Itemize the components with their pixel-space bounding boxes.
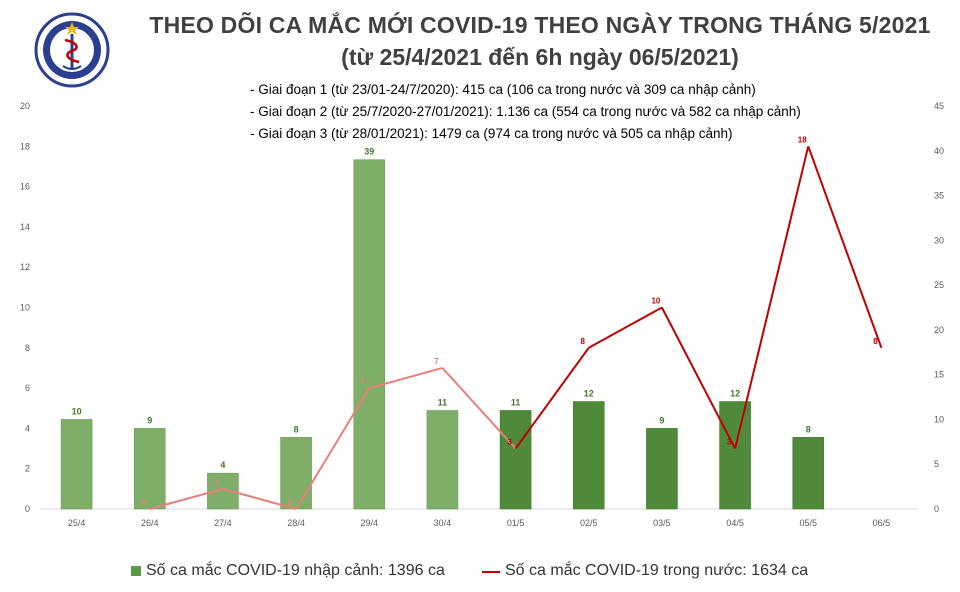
y-left-tick-label: 12 xyxy=(20,262,30,272)
y-left-tick-label: 2 xyxy=(25,464,30,474)
bar xyxy=(353,159,386,510)
y-left-tick-label: 20 xyxy=(20,101,30,111)
line-segment xyxy=(222,487,297,510)
line-segment xyxy=(368,366,443,390)
line-data-label: 10 xyxy=(651,297,660,306)
bar-data-label: 12 xyxy=(584,389,594,399)
line-data-label: 6 xyxy=(361,377,366,386)
note-phase-3: - Giai đoạn 3 (từ 28/01/2021): 1479 ca (… xyxy=(250,126,733,141)
y-right-axis: 0 5 10 15 20 25 30 35 40 45 xyxy=(934,101,944,514)
line-data-label: 18 xyxy=(798,135,807,144)
y-left-tick-label: 6 xyxy=(25,383,30,393)
bar xyxy=(719,401,751,510)
bar-data-label: 10 xyxy=(72,406,82,416)
legend-bar-swatch xyxy=(131,566,141,576)
line-data-label: 3 xyxy=(507,438,512,447)
bar-data-label: 9 xyxy=(147,415,152,425)
line-data-label: 7 xyxy=(434,357,439,366)
y-right-tick-label: 20 xyxy=(934,325,944,335)
line-segment xyxy=(588,306,663,349)
line-data-label: 8 xyxy=(873,337,878,346)
bar xyxy=(60,419,93,510)
x-tick-label: 30/4 xyxy=(434,518,452,528)
line-data-label: 0 xyxy=(142,498,147,507)
bar xyxy=(280,437,312,510)
y-right-tick-label: 45 xyxy=(934,101,944,111)
bar-data-label: 39 xyxy=(364,147,374,157)
bar-data-label: 9 xyxy=(659,415,664,425)
y-right-tick-label: 0 xyxy=(934,504,939,514)
legend-line-swatch xyxy=(482,571,500,573)
x-tick-label: 28/4 xyxy=(287,518,305,528)
note-phase-2: - Giai đoạn 2 (từ 25/7/2020-27/01/2021):… xyxy=(250,104,801,119)
x-tick-label: 26/4 xyxy=(141,518,159,528)
line-data-label: 1 xyxy=(215,478,220,487)
y-right-tick-label: 35 xyxy=(934,191,944,201)
bar xyxy=(133,428,166,510)
line-data-label: 3 xyxy=(727,438,732,447)
bar xyxy=(792,437,825,510)
y-left-tick-label: 0 xyxy=(25,504,30,514)
line-data-label: 8 xyxy=(581,337,586,346)
bar-data-label: 11 xyxy=(511,397,521,407)
y-right-tick-label: 10 xyxy=(934,414,944,424)
y-right-tick-label: 40 xyxy=(934,146,944,156)
y-right-tick-label: 5 xyxy=(934,459,939,469)
x-tick-label: 06/5 xyxy=(873,518,891,528)
line-data-label: 0 xyxy=(288,498,293,507)
y-right-tick-label: 15 xyxy=(934,370,944,380)
x-tick-label: 05/5 xyxy=(799,518,817,528)
y-left-tick-label: 14 xyxy=(20,222,30,232)
x-tick-label: 01/5 xyxy=(507,518,525,528)
bar xyxy=(572,401,605,510)
bar-data-label: 8 xyxy=(806,424,811,434)
line-segment xyxy=(514,347,590,450)
bar-data-label: 4 xyxy=(220,460,225,470)
y-left-axis: 0 2 4 6 8 10 12 14 16 18 20 xyxy=(20,101,30,514)
bar xyxy=(646,428,678,510)
chart-title: THEO DÕI CA MẮC MỚI COVID-19 THEO NGÀY T… xyxy=(149,12,931,38)
x-tick-label: 29/4 xyxy=(360,518,378,528)
x-tick-label: 25/4 xyxy=(68,518,86,528)
note-phase-1: - Giai đoạn 1 (từ 23/01-24/7/2020): 415 … xyxy=(250,82,756,97)
y-left-tick-label: 16 xyxy=(20,182,30,192)
x-tick-label: 03/5 xyxy=(653,518,671,528)
bar-data-label: 12 xyxy=(730,389,740,399)
bar-data-label: 11 xyxy=(438,397,448,407)
bar xyxy=(426,410,459,510)
legend-line-label: Số ca mắc COVID-19 trong nước: 1634 ca xyxy=(505,562,809,579)
y-left-tick-label: 10 xyxy=(20,303,30,313)
bar-data-label: 8 xyxy=(294,424,299,434)
line-segment xyxy=(661,307,736,450)
line-segment xyxy=(441,367,517,450)
legend-bar-label: Số ca mắc COVID-19 nhập cảnh: 1396 ca xyxy=(146,562,445,579)
x-tick-label: 02/5 xyxy=(580,518,598,528)
line-segment xyxy=(295,387,371,510)
bar xyxy=(499,410,532,510)
x-tick-label: 27/4 xyxy=(214,518,232,528)
y-left-tick-label: 18 xyxy=(20,141,30,151)
y-right-tick-label: 25 xyxy=(934,280,944,290)
line-segment xyxy=(807,145,883,349)
x-axis: 25/4 26/4 27/4 28/4 29/4 30/4 01/5 02/5 03/5 04/5… xyxy=(68,518,890,528)
y-left-tick-label: 4 xyxy=(25,423,30,433)
line-segment xyxy=(149,487,224,510)
x-tick-label: 04/5 xyxy=(726,518,744,528)
line-segment xyxy=(734,146,810,449)
chart-subtitle: (từ 25/4/2021 đến 6h ngày 06/5/2021) xyxy=(341,44,739,70)
ministry-of-health-logo xyxy=(34,12,110,88)
y-right-tick-label: 30 xyxy=(934,235,944,245)
y-left-tick-label: 8 xyxy=(25,343,30,353)
